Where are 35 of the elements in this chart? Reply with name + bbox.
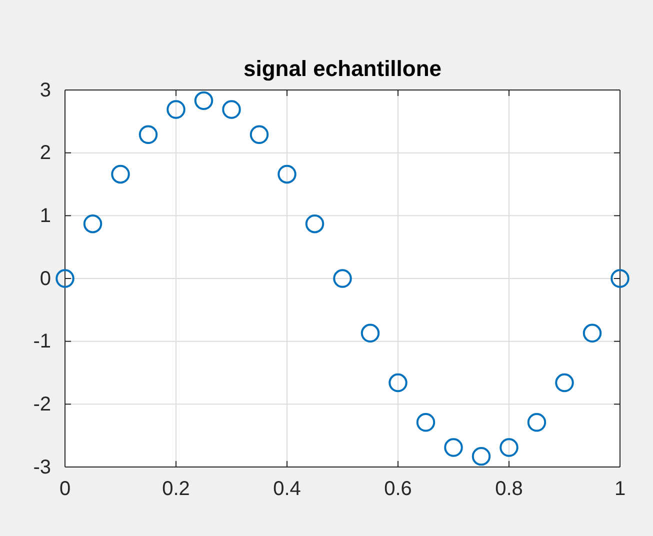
point <box>305 214 324 234</box>
point <box>278 164 296 184</box>
y-tick-label: -1 <box>33 330 51 353</box>
point <box>333 269 352 288</box>
y-tick-label: 0 <box>40 268 51 290</box>
point <box>582 324 602 343</box>
x-tick-label: 0.6 <box>384 478 412 500</box>
point <box>111 164 130 184</box>
point <box>444 438 463 457</box>
x-tick-label: 0.8 <box>495 478 523 500</box>
point <box>416 413 436 432</box>
point <box>194 91 214 110</box>
point <box>138 125 158 144</box>
x-tick-label: 1 <box>614 478 626 500</box>
point <box>472 446 491 466</box>
x-tick-label: 0.2 <box>162 478 190 500</box>
x-tick-label: 0.4 <box>273 478 301 500</box>
point <box>555 373 574 392</box>
y-tick-label: 1 <box>40 205 51 228</box>
y-tick-label: -2 <box>33 394 51 416</box>
point <box>83 214 102 234</box>
y-tick-label: 2 <box>40 142 51 164</box>
point <box>166 100 186 119</box>
y-tick-label: 3 <box>40 79 51 102</box>
point <box>360 324 380 343</box>
x-tick-label: 0 <box>59 478 71 500</box>
point <box>500 438 518 457</box>
point <box>388 373 408 392</box>
point <box>250 125 269 144</box>
point <box>222 100 241 119</box>
point <box>56 269 74 288</box>
point <box>610 269 630 288</box>
point <box>527 413 546 432</box>
y-tick-label: -3 <box>33 456 51 478</box>
chart-title: signal echantillone <box>243 56 442 81</box>
